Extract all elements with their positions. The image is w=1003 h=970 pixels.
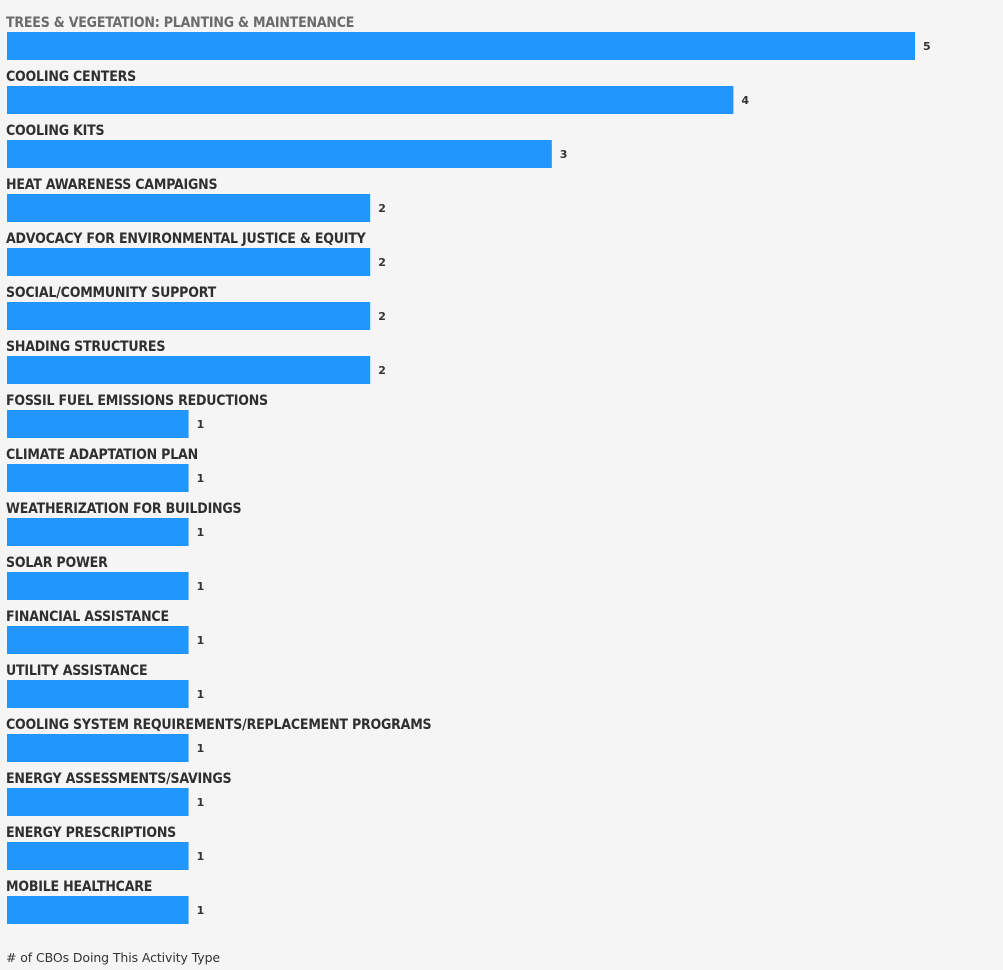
value-label: 5 bbox=[923, 40, 931, 53]
value-label: 1 bbox=[197, 850, 205, 863]
category-label: SOCIAL/COMMUNITY SUPPORT bbox=[6, 285, 217, 301]
value-label: 4 bbox=[741, 94, 749, 107]
category-label: CLIMATE ADAPTATION PLAN bbox=[6, 447, 198, 463]
bar[interactable] bbox=[7, 356, 371, 384]
value-label: 2 bbox=[378, 364, 386, 377]
category-label: TREES & VEGETATION: PLANTING & MAINTENAN… bbox=[6, 15, 354, 31]
bar[interactable] bbox=[7, 572, 189, 600]
value-label: 1 bbox=[197, 472, 205, 485]
category-label: COOLING SYSTEM REQUIREMENTS/REPLACEMENT … bbox=[6, 717, 432, 733]
bar[interactable] bbox=[7, 86, 734, 114]
bar[interactable] bbox=[7, 248, 371, 276]
bar[interactable] bbox=[7, 842, 189, 870]
category-label: FINANCIAL ASSISTANCE bbox=[6, 609, 169, 625]
category-label: HEAT AWARENESS CAMPAIGNS bbox=[6, 177, 217, 193]
category-label: FOSSIL FUEL EMISSIONS REDUCTIONS bbox=[6, 393, 268, 409]
bar[interactable] bbox=[7, 410, 189, 438]
category-label: WEATHERIZATION FOR BUILDINGS bbox=[6, 501, 242, 517]
value-label: 1 bbox=[197, 634, 205, 647]
value-label: 1 bbox=[197, 742, 205, 755]
value-label: 2 bbox=[378, 256, 386, 269]
value-label: 1 bbox=[197, 904, 205, 917]
value-label: 1 bbox=[197, 526, 205, 539]
value-label: 3 bbox=[560, 148, 568, 161]
value-label: 1 bbox=[197, 796, 205, 809]
value-label: 1 bbox=[197, 688, 205, 701]
value-label: 2 bbox=[378, 310, 386, 323]
bar[interactable] bbox=[7, 788, 189, 816]
category-label: COOLING CENTERS bbox=[6, 69, 136, 85]
bar[interactable] bbox=[7, 518, 189, 546]
category-label: UTILITY ASSISTANCE bbox=[6, 663, 147, 679]
bar[interactable] bbox=[7, 194, 371, 222]
bar[interactable] bbox=[7, 680, 189, 708]
category-label: SHADING STRUCTURES bbox=[6, 339, 165, 355]
bar-chart-plot: TREES & VEGETATION: PLANTING & MAINTENAN… bbox=[6, 15, 931, 924]
category-label: ADVOCACY FOR ENVIRONMENTAL JUSTICE & EQU… bbox=[6, 231, 367, 247]
value-label: 1 bbox=[197, 418, 205, 431]
bar[interactable] bbox=[7, 140, 552, 168]
category-label: ENERGY ASSESSMENTS/SAVINGS bbox=[6, 771, 231, 787]
category-label: MOBILE HEALTHCARE bbox=[6, 879, 152, 895]
category-label: ENERGY PRESCRIPTIONS bbox=[6, 825, 176, 841]
category-label: COOLING KITS bbox=[6, 123, 104, 139]
bar[interactable] bbox=[7, 626, 189, 654]
bar[interactable] bbox=[7, 32, 915, 60]
category-label: SOLAR POWER bbox=[6, 555, 108, 571]
bar[interactable] bbox=[7, 464, 189, 492]
bar[interactable] bbox=[7, 734, 189, 762]
value-label: 1 bbox=[197, 580, 205, 593]
bar[interactable] bbox=[7, 302, 371, 330]
value-label: 2 bbox=[378, 202, 386, 215]
bar[interactable] bbox=[7, 896, 189, 924]
x-axis-label: # of CBOs Doing This Activity Type bbox=[6, 950, 221, 965]
